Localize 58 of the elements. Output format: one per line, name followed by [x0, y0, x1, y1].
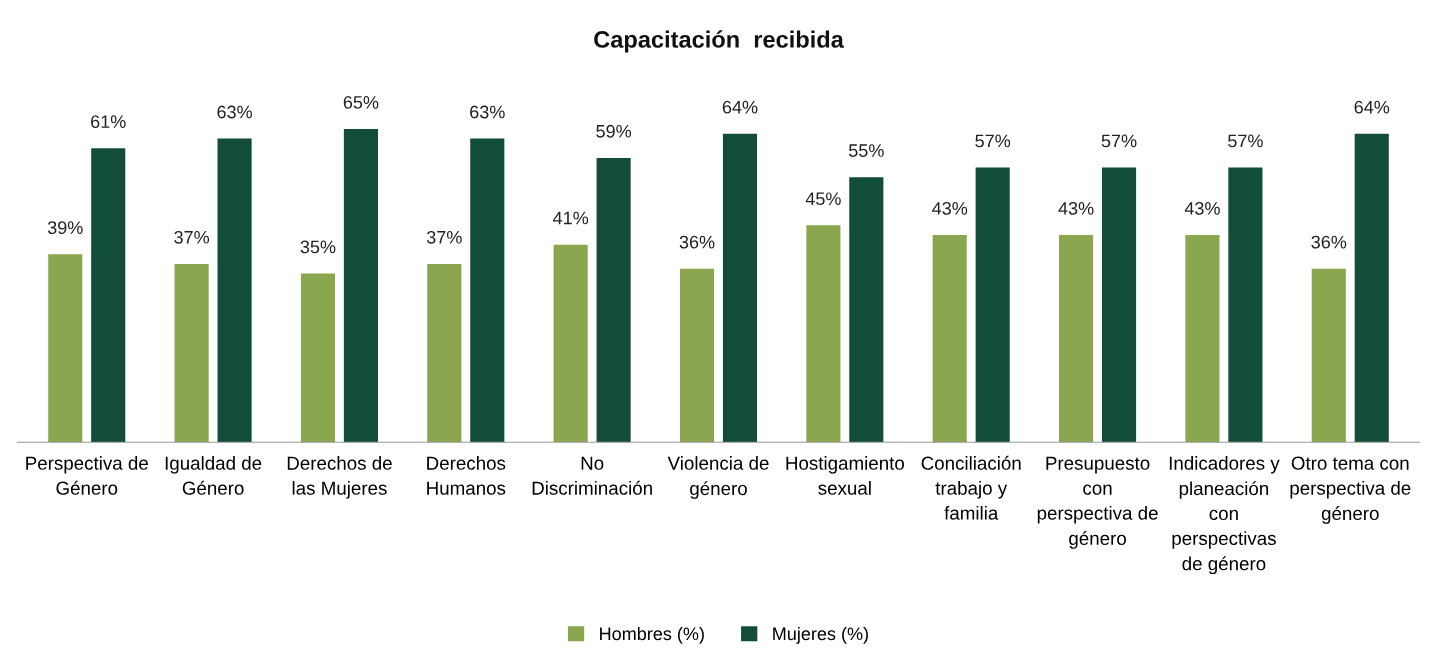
bar	[427, 263, 462, 443]
data-label: 63%	[470, 105, 505, 119]
x-tick-label: Conciliación trabajo y familia	[921, 455, 1021, 520]
bar	[553, 244, 588, 443]
bar	[1228, 167, 1263, 443]
bar	[932, 234, 967, 443]
x-tick-label: Presupuesto con perspectiva de género	[1037, 456, 1158, 549]
data-label: 59%	[596, 124, 632, 138]
data-label: 43%	[932, 201, 968, 215]
data-label: 35%	[300, 240, 336, 254]
data-label: 57%	[1101, 134, 1137, 148]
data-label: 65%	[343, 95, 379, 109]
bar	[1354, 133, 1389, 443]
data-label: 57%	[975, 134, 1011, 148]
bar	[806, 225, 841, 443]
x-tick-label: Igualdad de Género	[165, 456, 262, 495]
bar	[722, 133, 758, 443]
x-tick-label: Indicadores y planeación con perspectivas de género	[1169, 456, 1280, 575]
data-label: 43%	[1184, 201, 1220, 215]
bar	[1059, 234, 1094, 443]
x-tick-label: Otro tema con perspectiva de género	[1290, 456, 1411, 524]
data-label: 64%	[1354, 100, 1390, 114]
bar	[1101, 167, 1137, 443]
bar	[1185, 234, 1220, 443]
bar	[217, 138, 252, 443]
data-label: 36%	[679, 235, 715, 249]
bar	[975, 167, 1010, 443]
bar	[596, 157, 631, 443]
data-label: 36%	[1311, 235, 1347, 249]
legend-label: Mujeres (%)	[773, 626, 868, 644]
x-tick-label: Derechos de las Mujeres	[287, 456, 392, 499]
data-label: 41%	[553, 211, 589, 225]
data-label: 43%	[1058, 201, 1094, 215]
chart-title: Capacitación recibida	[594, 30, 844, 53]
bar	[300, 273, 336, 443]
bar	[174, 263, 209, 443]
bar	[679, 268, 715, 443]
data-label: 61%	[91, 115, 126, 129]
data-label: 45%	[805, 192, 841, 206]
data-label: 37%	[426, 230, 462, 244]
bar	[91, 148, 126, 443]
x-tick-label: Derechos Humanos	[427, 456, 506, 495]
bar	[1311, 268, 1346, 443]
x-tick-label: Hostigamiento sexual	[786, 456, 904, 495]
data-label: 55%	[848, 144, 884, 157]
x-tick-label: Perspectiva de Género	[26, 456, 148, 495]
legend-label: Hombres (%)	[600, 626, 704, 644]
bar	[343, 128, 378, 443]
bar	[470, 138, 505, 443]
x-tick-label: Violencia de género	[667, 456, 769, 499]
data-label: 64%	[722, 100, 758, 114]
bar	[849, 177, 884, 443]
data-label: 37%	[174, 230, 210, 244]
data-label: 57%	[1228, 134, 1263, 148]
bar	[48, 254, 83, 443]
x-tick-label: No Discriminación	[532, 456, 652, 495]
data-label: 63%	[217, 105, 252, 119]
data-label: 39%	[47, 221, 83, 235]
